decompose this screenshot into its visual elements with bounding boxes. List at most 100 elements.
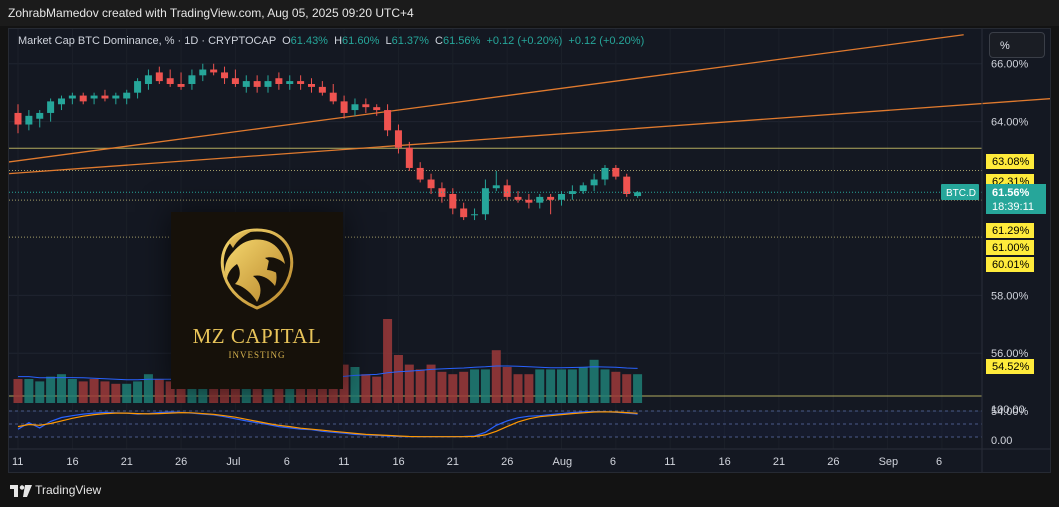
candle-body[interactable]	[307, 84, 315, 87]
candle-body[interactable]	[384, 110, 392, 131]
volume-bar	[89, 379, 99, 403]
candle-body[interactable]	[221, 72, 229, 79]
high-value: 61.60%	[342, 35, 380, 47]
candle-body[interactable]	[134, 81, 142, 93]
candle-body[interactable]	[275, 78, 283, 84]
candle-body[interactable]	[36, 112, 44, 119]
candle-body[interactable]	[199, 69, 207, 76]
time-tick-label: 6	[936, 456, 942, 468]
candle-body[interactable]	[90, 95, 98, 99]
candle-body[interactable]	[503, 185, 511, 197]
candle-body[interactable]	[329, 92, 337, 102]
volume-bar	[470, 369, 480, 403]
level-tag[interactable]	[986, 240, 1034, 255]
tradingview-brand[interactable]: TradingView	[10, 480, 101, 500]
current-price-tag[interactable]	[986, 184, 1046, 214]
volume-bar	[546, 369, 556, 403]
trend-line[interactable]	[9, 87, 1051, 175]
level-tag[interactable]	[986, 154, 1034, 169]
candle-body[interactable]	[286, 81, 294, 84]
change-value-2: +0.12 (+0.20%)	[568, 35, 645, 47]
tradingview-logo-icon	[10, 484, 32, 497]
time-tick-label: Aug	[553, 456, 573, 468]
candle-body[interactable]	[623, 176, 631, 194]
candle-body[interactable]	[210, 69, 218, 73]
volume-bar	[296, 379, 306, 403]
volume-bar	[230, 383, 240, 403]
chart-canvas[interactable]: 66.00%64.00%58.00%56.00%54.00%63.08%62.3…	[9, 29, 1051, 473]
time-tick-label: 16	[66, 456, 78, 468]
candle-body[interactable]	[568, 191, 576, 194]
level-tag[interactable]	[986, 223, 1034, 238]
candle-body[interactable]	[525, 199, 533, 203]
candle-body[interactable]	[14, 112, 22, 125]
trend-line[interactable]	[9, 34, 964, 163]
time-tick-label: 21	[447, 456, 459, 468]
candle-body[interactable]	[394, 130, 402, 148]
volume-bar	[622, 374, 632, 403]
candle-body[interactable]	[427, 179, 435, 189]
candle-body[interactable]	[242, 81, 250, 87]
open-label: O	[282, 35, 291, 47]
candle-body[interactable]	[536, 196, 544, 203]
candle-body[interactable]	[68, 95, 76, 99]
volume-bar	[122, 383, 132, 403]
percent-scale-button[interactable]: %	[989, 32, 1045, 58]
candle-body[interactable]	[123, 92, 131, 99]
candle-body[interactable]	[579, 185, 587, 192]
volume-bar	[361, 374, 371, 403]
candle-body[interactable]	[101, 95, 109, 99]
price-tick-label: 56.00%	[991, 348, 1029, 360]
candle-body[interactable]	[634, 192, 642, 197]
candle-body[interactable]	[112, 95, 120, 99]
symbol-tag[interactable]	[941, 184, 979, 200]
candle-body[interactable]	[471, 214, 479, 216]
time-tick-label: 11	[12, 456, 23, 468]
candle-body[interactable]	[612, 167, 620, 177]
candle-body[interactable]	[590, 179, 598, 186]
candle-body[interactable]	[558, 194, 565, 200]
candle-body[interactable]	[47, 101, 55, 113]
symbol-title[interactable]: Market Cap BTC Dominance, % · 1D · CRYPT…	[18, 35, 276, 47]
candle-body[interactable]	[416, 167, 424, 180]
volume-bar	[198, 376, 208, 403]
candle-body[interactable]	[155, 72, 163, 82]
candle-body[interactable]	[547, 196, 555, 200]
volume-bar	[502, 367, 512, 403]
candle-body[interactable]	[25, 115, 33, 125]
candle-body[interactable]	[79, 95, 87, 102]
candle-body[interactable]	[601, 167, 609, 180]
candle-body[interactable]	[481, 188, 489, 215]
change-value: +0.12 (+0.20%)	[486, 35, 563, 47]
candle-body[interactable]	[362, 104, 370, 108]
level-tag[interactable]	[986, 359, 1034, 374]
candle-body[interactable]	[188, 75, 196, 84]
candle-body[interactable]	[492, 185, 500, 189]
candle-body[interactable]	[264, 81, 272, 87]
level-tag-label: 61.29%	[992, 225, 1030, 237]
candle-body[interactable]	[253, 81, 261, 87]
mz-capital-logo: MZ CAPITAL INVESTING	[171, 212, 343, 389]
candle-body[interactable]	[460, 208, 468, 218]
level-tag[interactable]	[986, 257, 1034, 272]
candle-body[interactable]	[514, 196, 522, 200]
volume-bar	[187, 379, 197, 403]
candle-body[interactable]	[57, 98, 65, 105]
candle-body[interactable]	[373, 107, 381, 111]
volume-bar	[372, 376, 382, 403]
candle-body[interactable]	[231, 78, 239, 84]
candle-body[interactable]	[297, 81, 305, 84]
candle-body[interactable]	[449, 194, 457, 209]
time-tick-label: Jul	[226, 456, 240, 468]
volume-bar	[557, 369, 566, 403]
volume-bar	[13, 379, 23, 403]
candle-body[interactable]	[144, 75, 152, 84]
candle-body[interactable]	[351, 104, 359, 111]
candle-body[interactable]	[318, 86, 326, 93]
candle-body[interactable]	[340, 101, 348, 113]
candle-body[interactable]	[405, 147, 413, 168]
chart-panel[interactable]: 66.00% 64.00% 58.00% 56.00% 54.00% 63.08% 62.3…	[8, 28, 1051, 473]
candle-body[interactable]	[166, 78, 174, 84]
candle-body[interactable]	[177, 84, 185, 87]
volume-bar	[415, 369, 425, 403]
